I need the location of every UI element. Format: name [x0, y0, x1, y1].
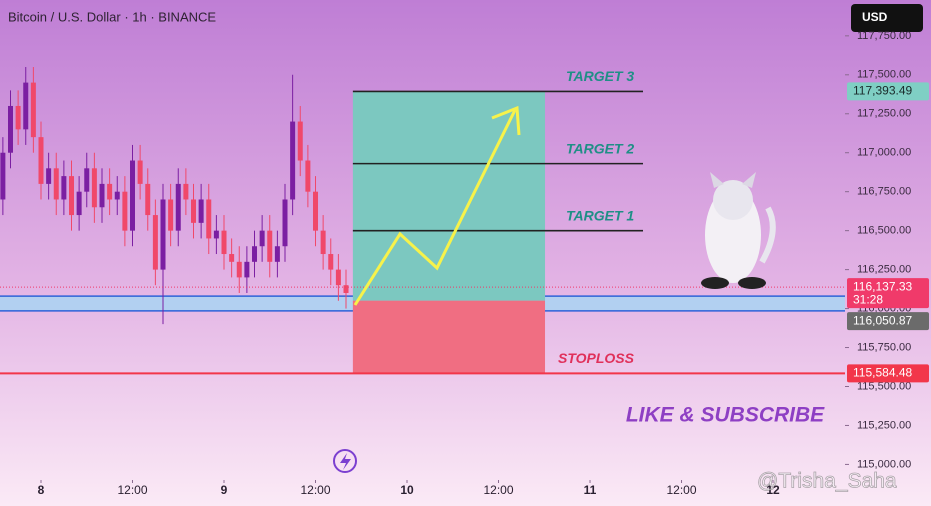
- y-tick-label: 117,750.00: [857, 30, 911, 42]
- candle-body: [99, 183, 105, 208]
- candle-body: [130, 160, 136, 231]
- candle-body: [7, 105, 13, 153]
- chart-title: Bitcoin / U.S. Dollar · 1h · BINANCE: [8, 9, 216, 24]
- candle-body: [282, 199, 288, 247]
- y-tick-label: 116,500.00: [857, 225, 911, 237]
- target-label: TARGET 1: [566, 207, 634, 223]
- x-tick-label: 8: [38, 483, 45, 497]
- watermark: @Trisha_Saha: [757, 470, 897, 493]
- target-label: TARGET 3: [566, 68, 634, 84]
- y-tick-label: 115,500.00: [857, 380, 911, 392]
- candle-body: [313, 191, 319, 231]
- plot-area: TARGET 3 TARGET 2 TARGET 1 STOPLOSS: [0, 67, 845, 375]
- sticker: [701, 172, 776, 289]
- forecast-arrow: [353, 109, 517, 306]
- candle-body: [343, 285, 349, 293]
- candle-body: [30, 82, 36, 138]
- overlay: [333, 105, 776, 473]
- candle-body: [76, 191, 82, 216]
- x-tick-label: 12:00: [483, 483, 513, 497]
- axes: 115,000.00 115,250.00 115,500.00 115,750.00…: [38, 30, 929, 497]
- candle-body: [53, 168, 59, 200]
- candle-body: [206, 199, 212, 239]
- candle-body: [107, 183, 113, 200]
- candle-body: [84, 168, 90, 192]
- replay-bolt: [340, 453, 351, 470]
- candle-body: [335, 269, 341, 286]
- candle-body: [23, 82, 29, 130]
- y-tick-label: 115,750.00: [857, 341, 911, 353]
- price-countdown: 31:28: [853, 292, 883, 306]
- y-tick-label: 115,000.00: [857, 458, 911, 470]
- candle-body: [305, 160, 311, 192]
- y-tick-label: 117,250.00: [857, 108, 911, 120]
- candle-body: [297, 121, 303, 161]
- candle-body: [46, 168, 52, 184]
- x-tick-label: 9: [221, 483, 228, 497]
- candle-body: [160, 199, 166, 270]
- x-tick-label: 11: [584, 483, 597, 497]
- candle-body: [229, 254, 235, 262]
- replay-icon[interactable]: [333, 449, 357, 473]
- x-tick-label: 12:00: [117, 483, 147, 497]
- x-tick-label: 12:00: [667, 483, 697, 497]
- x-tick-label: 10: [400, 483, 414, 497]
- candle-body: [244, 261, 250, 278]
- candle-body: [198, 199, 204, 223]
- candle-body: [252, 246, 258, 262]
- candle-body: [267, 230, 273, 262]
- candle-body: [183, 183, 189, 200]
- y-tick-label: 116,250.00: [857, 264, 911, 276]
- candle-body: [290, 121, 296, 200]
- candle-body: [221, 230, 227, 255]
- x-tick-label: 12:00: [300, 483, 330, 497]
- candle-body: [259, 230, 265, 247]
- arrow-head: [491, 105, 521, 136]
- price-label-box: [847, 82, 929, 101]
- currency-button[interactable]: [851, 4, 923, 32]
- target-label: TARGET 2: [566, 140, 634, 156]
- y-tick-label: 117,000.00: [857, 147, 911, 159]
- candle-body: [236, 261, 242, 278]
- candle-body: [38, 137, 44, 184]
- candle-body: [145, 183, 151, 216]
- price-label: 116,137.33: [853, 279, 912, 293]
- candle-body: [175, 183, 181, 231]
- candle-body: [274, 246, 280, 262]
- candle-body: [152, 215, 158, 270]
- candle-body: [114, 191, 120, 200]
- candle-body: [69, 176, 75, 216]
- candle-body: [328, 254, 334, 270]
- candle-body: [191, 199, 197, 223]
- y-tick-label: 116,750.00: [857, 186, 911, 198]
- candle-body: [168, 199, 174, 231]
- annotation: LIKE & SUBSCRIBE: [626, 404, 825, 427]
- target-box: [352, 91, 546, 301]
- price-label: 117,393.49: [853, 84, 912, 98]
- stop-label: STOPLOSS: [558, 350, 635, 366]
- candle-body: [0, 152, 6, 200]
- price-label-box: [847, 364, 929, 383]
- candle-body: [320, 230, 326, 255]
- candle-body: [213, 230, 219, 239]
- stop-box: [352, 300, 546, 374]
- candle-body: [91, 168, 97, 208]
- candle-body: [122, 191, 128, 231]
- y-tick-label: 115,250.00: [857, 419, 911, 431]
- candle-body: [137, 160, 143, 184]
- x-tick-label: 12: [766, 483, 780, 497]
- price-label-box: [847, 278, 929, 309]
- candle-body: [61, 176, 67, 200]
- price-label-box: [847, 312, 929, 331]
- y-tick-label: 117,500.00: [857, 69, 911, 81]
- price-label: 115,584.48: [853, 365, 912, 379]
- price-label: 116,050.87: [853, 313, 912, 327]
- candle-body: [15, 105, 21, 130]
- currency-label: USD: [862, 10, 888, 24]
